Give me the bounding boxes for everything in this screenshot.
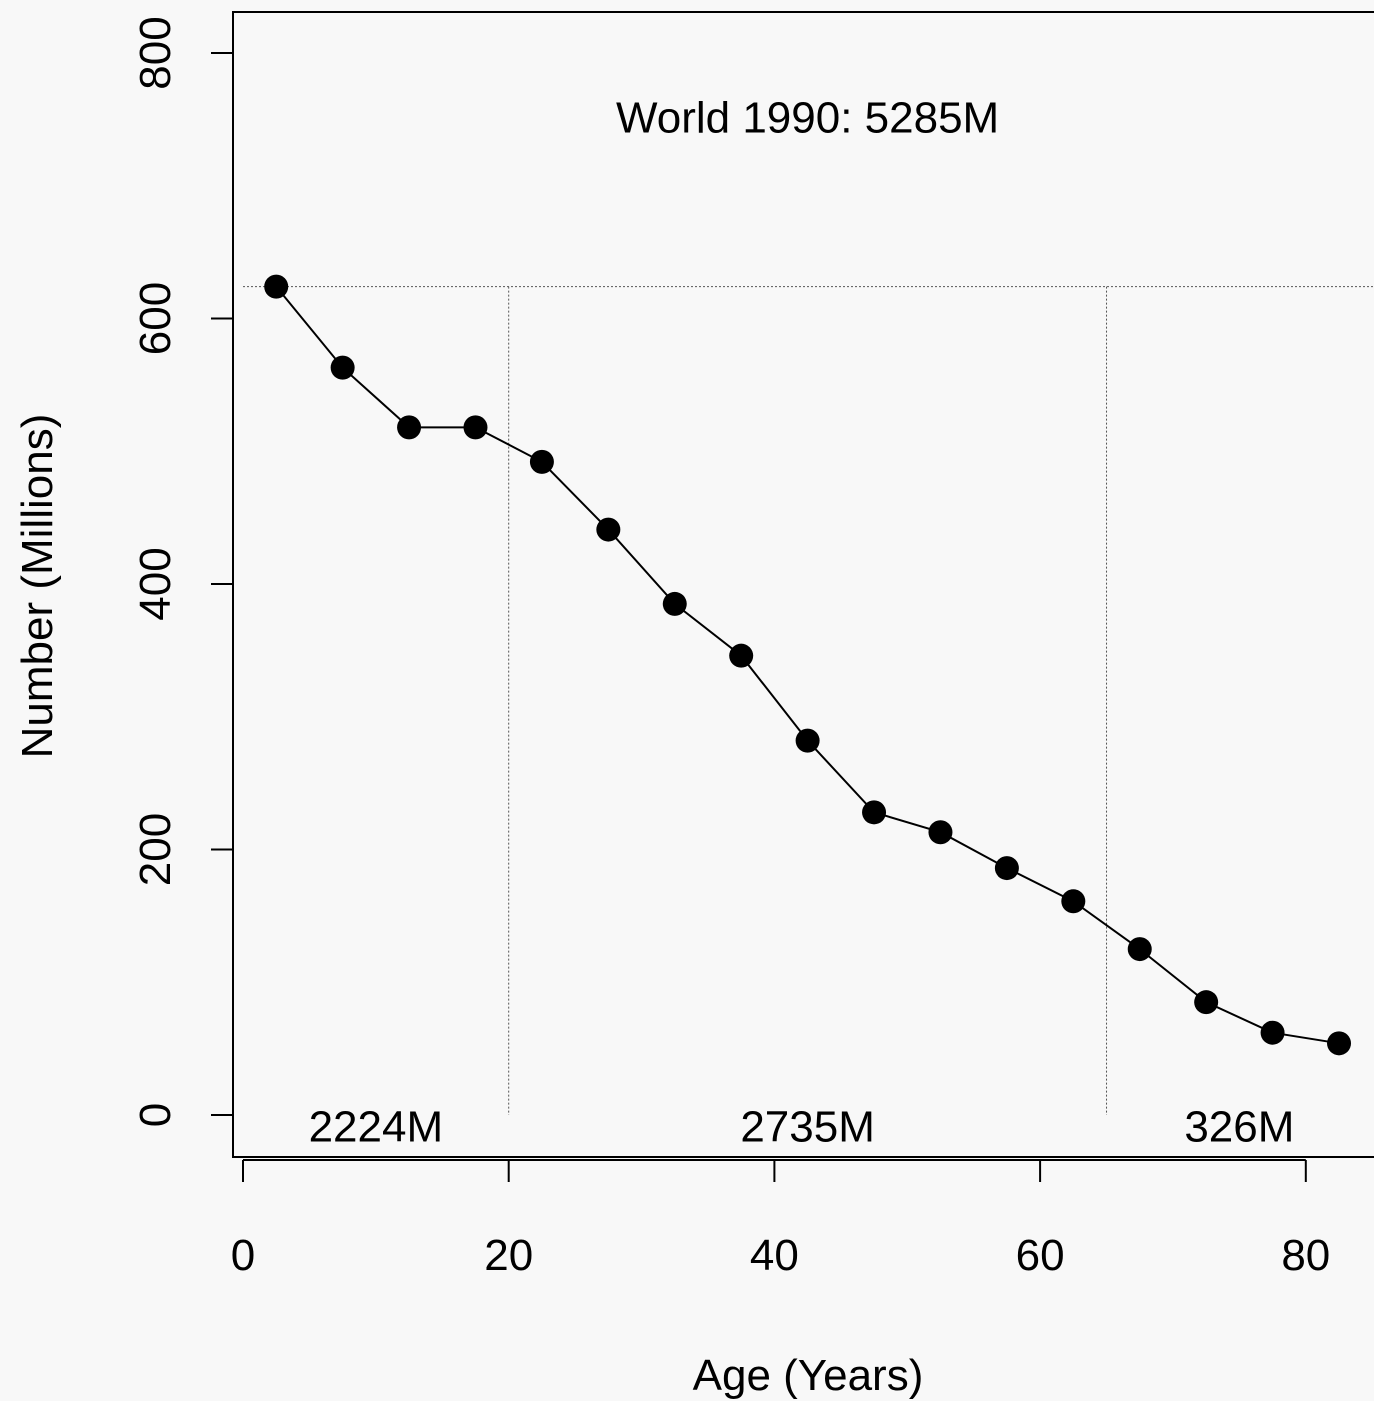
data-point [928,820,953,845]
y-tick-label: 800 [131,16,180,89]
data-point [463,415,488,440]
headline-annotation: World 1990: 5285M [616,94,999,143]
data-point [596,517,621,542]
data-point [1327,1031,1352,1056]
y-tick-label: 600 [131,282,180,355]
data-point [529,449,554,474]
group-total-label: 2735M [740,1103,875,1152]
data-series [264,274,1352,1056]
y-axis-title: Number (Millions) [13,414,62,759]
x-axis-title: Age (Years) [693,1351,924,1400]
annotations: World 1990: 5285M 2224M 2735M 326M [309,94,1295,1152]
data-point [1127,937,1152,962]
data-point [729,643,754,668]
data-point [264,274,289,299]
x-axis: 0 20 40 60 80 [231,1159,1330,1280]
data-point [330,355,355,380]
data-point [662,591,687,616]
y-tick-label: 200 [131,813,180,886]
group-total-label: 326M [1184,1103,1294,1152]
data-point [1061,889,1086,914]
data-point [397,415,422,440]
data-point [795,728,820,753]
y-tick-label: 0 [131,1103,180,1127]
x-tick-label: 40 [750,1231,799,1280]
x-tick-label: 20 [484,1231,533,1280]
data-point [994,856,1019,881]
data-point [862,800,887,825]
x-tick-label: 60 [1016,1231,1065,1280]
x-tick-label: 80 [1281,1231,1330,1280]
data-point [1260,1020,1285,1045]
y-axis: 0 200 400 600 800 [131,16,234,1127]
data-point [1194,990,1219,1015]
group-total-label: 2224M [309,1103,444,1152]
x-tick-label: 0 [231,1231,255,1280]
y-tick-label: 400 [131,547,180,620]
